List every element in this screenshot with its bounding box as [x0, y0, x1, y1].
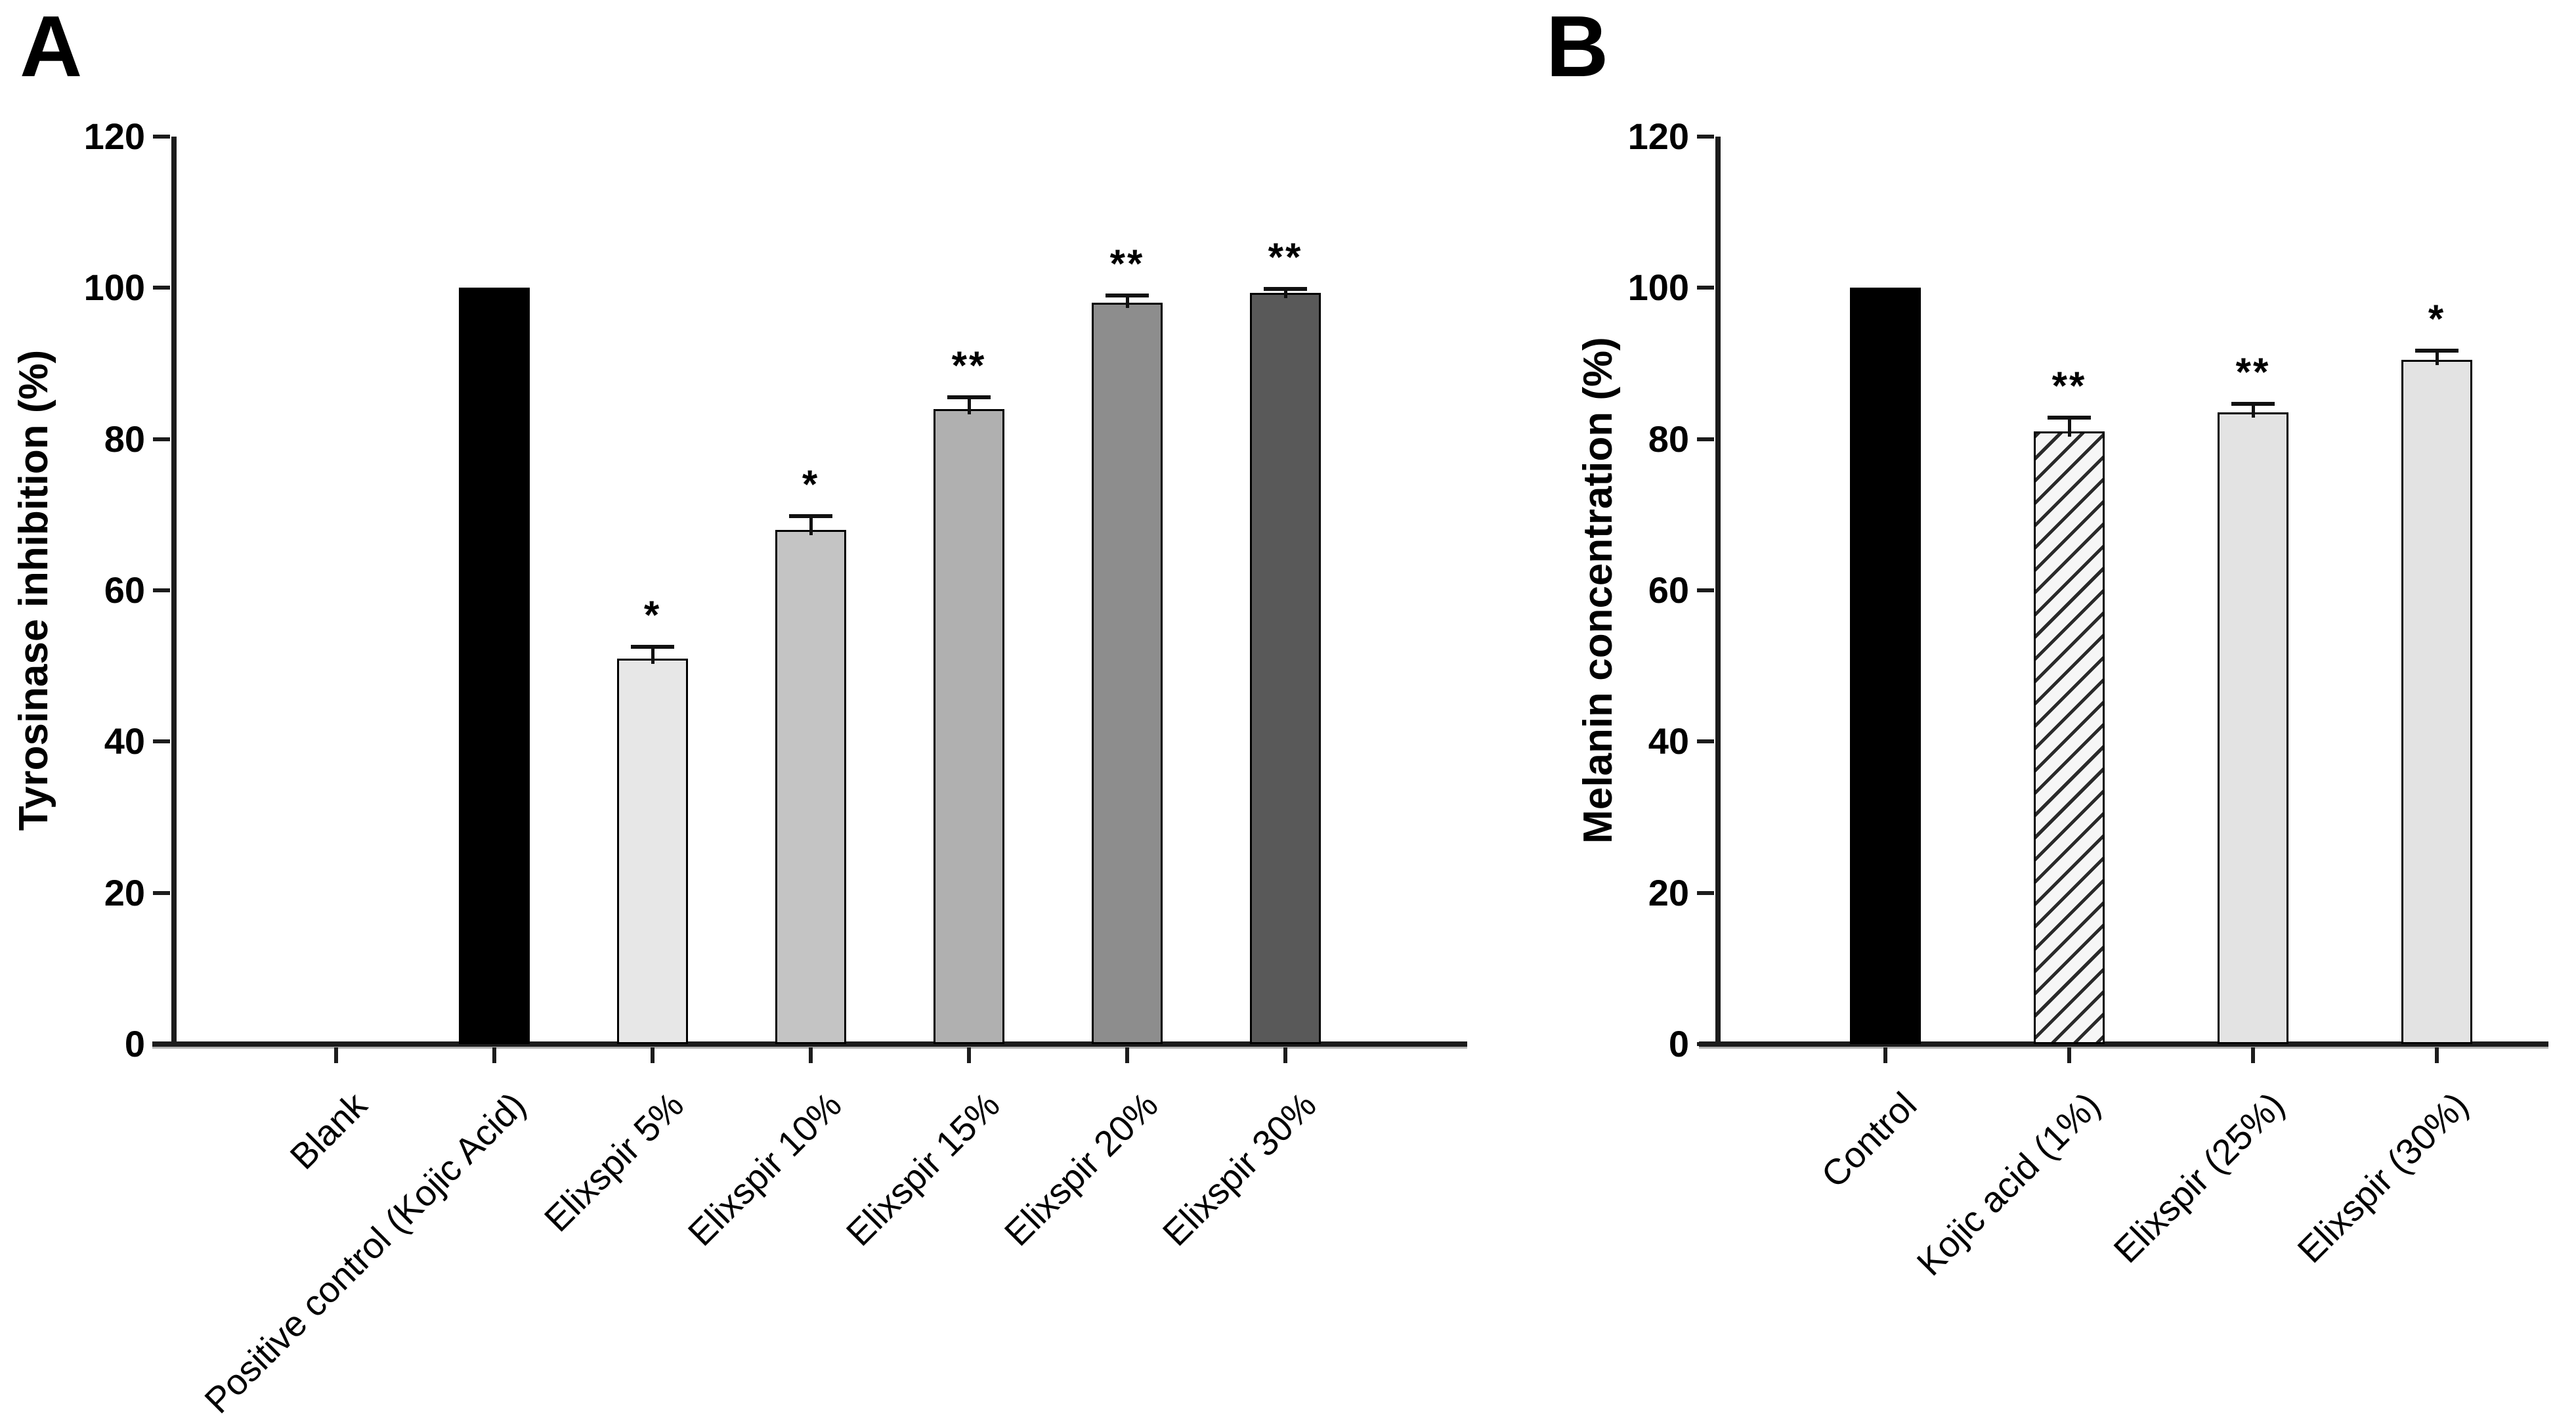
- significance-label: **: [2235, 349, 2271, 394]
- bar: [1850, 288, 1921, 1044]
- panel-b-plot: 0 20 40 60 80 100 120 Control Kojic acid (1%) ** E…: [1510, 0, 2576, 1397]
- y-tick-label: 60: [1648, 569, 1689, 611]
- x-tick: [1283, 1047, 1287, 1063]
- y-tick: [1697, 437, 1714, 441]
- y-axis-line: [1715, 137, 1721, 1044]
- y-tick-label: 80: [104, 418, 145, 460]
- error-bar-cap: [1264, 286, 1307, 291]
- panel-a-plot: 0 20 40 60 80 100 120 Blank Positive control (Ko…: [83, 116, 1467, 1421]
- y-tick-label: 0: [124, 1023, 145, 1064]
- y-tick: [153, 588, 170, 592]
- x-axis-line: [1699, 1041, 2548, 1047]
- y-tick: [1697, 890, 1714, 895]
- error-bar-stem: [651, 647, 655, 664]
- y-tick: [153, 135, 170, 139]
- error-bar-cap: [2048, 416, 2091, 420]
- bar: [934, 409, 1004, 1044]
- x-tick: [2067, 1047, 2071, 1063]
- x-tick: [1883, 1047, 1887, 1063]
- x-tick-label: Elixspir (30%): [2289, 1084, 2476, 1271]
- x-tick-label: Elixspir (25%): [2105, 1084, 2292, 1271]
- x-tick-label: Positive control (Kojic Acid): [196, 1084, 534, 1421]
- significance-label: *: [643, 593, 662, 638]
- y-tick: [153, 739, 170, 744]
- x-tick-label: Elixspir 30%: [1155, 1084, 1325, 1254]
- error-bar-stem: [809, 516, 813, 535]
- y-tick-label: 100: [1627, 267, 1689, 309]
- x-axis-shadow: [1699, 1047, 2548, 1049]
- y-tick-label: 0: [1668, 1023, 1689, 1064]
- y-tick-label: 120: [83, 116, 145, 157]
- y-tick: [153, 1042, 170, 1046]
- x-tick: [967, 1047, 971, 1063]
- panel-b: B Melanin concentration (%) 0 20 40 60 80 100…: [1510, 0, 2576, 1397]
- y-tick: [153, 437, 170, 441]
- error-bar-stem: [2435, 350, 2439, 365]
- bar: [2034, 431, 2105, 1044]
- error-bar-cap: [1106, 293, 1149, 297]
- x-tick: [1125, 1047, 1129, 1063]
- significance-label: *: [802, 462, 820, 507]
- bar: [2218, 412, 2288, 1044]
- error-bar-stem: [2251, 403, 2255, 418]
- x-axis-line: [152, 1041, 1467, 1047]
- bar: [1250, 293, 1321, 1044]
- error-bar-stem: [967, 397, 971, 414]
- x-tick-label: Control: [1813, 1084, 1925, 1196]
- panel-b-letter: B: [1546, 0, 1609, 95]
- significance-label: **: [2051, 364, 2087, 408]
- error-bar-cap: [789, 514, 832, 519]
- significance-label: *: [2428, 296, 2446, 341]
- y-axis-line: [171, 137, 177, 1044]
- panel-a-letter: A: [20, 0, 83, 95]
- y-tick: [153, 286, 170, 290]
- x-tick: [651, 1047, 655, 1063]
- error-bar-cap: [2415, 348, 2458, 353]
- y-tick: [153, 890, 170, 895]
- y-tick-label: 40: [1648, 720, 1689, 762]
- bar: [459, 288, 530, 1044]
- y-tick-label: 20: [1648, 871, 1689, 913]
- y-tick-label: 20: [104, 871, 145, 913]
- x-tick: [492, 1047, 496, 1063]
- bar: [775, 530, 846, 1044]
- y-tick: [1697, 135, 1714, 139]
- y-tick: [1697, 286, 1714, 290]
- bar: [1092, 303, 1163, 1044]
- x-tick: [2251, 1047, 2255, 1063]
- significance-label: **: [1268, 234, 1303, 279]
- x-tick-label: Elixspir 20%: [997, 1084, 1167, 1254]
- x-tick-label: Elixspir 5%: [536, 1084, 692, 1240]
- x-tick-label: Elixspir 10%: [680, 1084, 850, 1254]
- y-tick-label: 40: [104, 720, 145, 762]
- error-bar-cap: [947, 395, 991, 400]
- y-tick-label: 120: [1627, 116, 1689, 157]
- significance-label: **: [951, 343, 987, 388]
- y-tick: [1697, 1042, 1714, 1046]
- x-tick: [334, 1047, 338, 1063]
- bar: [617, 659, 688, 1044]
- error-bar-cap: [2231, 401, 2275, 406]
- error-bar-stem: [1125, 295, 1129, 309]
- y-tick: [1697, 588, 1714, 592]
- y-tick: [1697, 739, 1714, 744]
- y-tick-label: 60: [104, 569, 145, 611]
- panel-a: A Tyrosinase inhibition (%) 0 20 40 60 80 100…: [11, 0, 1467, 1421]
- error-bar-cap: [631, 645, 674, 649]
- y-tick-label: 100: [83, 267, 145, 309]
- x-tick-label: Elixspir 15%: [838, 1084, 1008, 1254]
- bar: [2401, 360, 2472, 1044]
- x-tick-label: Kojic acid (1%): [1908, 1084, 2109, 1284]
- x-tick: [2435, 1047, 2439, 1063]
- error-bar-stem: [1283, 288, 1287, 299]
- significance-label: **: [1109, 241, 1145, 286]
- x-tick: [809, 1047, 813, 1063]
- x-tick-label: Blank: [282, 1084, 376, 1177]
- error-bar-stem: [2067, 418, 2071, 437]
- y-tick-label: 80: [1648, 418, 1689, 460]
